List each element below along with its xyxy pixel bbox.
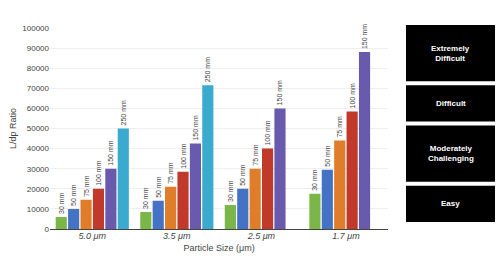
svg-text:75 mm: 75 mm — [252, 144, 259, 166]
svg-text:2.5 μm: 2.5 μm — [247, 231, 276, 241]
svg-text:30 mm: 30 mm — [311, 169, 318, 191]
svg-text:40000: 40000 — [27, 144, 50, 153]
svg-text:20000: 20000 — [27, 185, 50, 194]
svg-text:1.7 μm: 1.7 μm — [332, 231, 360, 241]
svg-text:50 mm: 50 mm — [324, 145, 331, 167]
svg-text:150 mm: 150 mm — [107, 140, 114, 165]
svg-text:75 mm: 75 mm — [167, 162, 174, 184]
svg-text:50000: 50000 — [27, 124, 50, 133]
svg-text:50 mm: 50 mm — [155, 176, 162, 198]
svg-text:L/dp Ratio: L/dp Ratio — [8, 108, 18, 149]
svg-text:30 mm: 30 mm — [142, 187, 149, 209]
svg-text:30 mm: 30 mm — [227, 180, 234, 202]
svg-text:100 mm: 100 mm — [264, 120, 271, 145]
svg-text:100 mm: 100 mm — [349, 83, 356, 108]
svg-text:Particle Size (μm): Particle Size (μm) — [183, 243, 254, 253]
svg-text:90000: 90000 — [27, 44, 50, 53]
svg-text:150 mm: 150 mm — [361, 24, 368, 49]
svg-text:250 mm: 250 mm — [120, 100, 127, 125]
svg-text:60000: 60000 — [27, 104, 50, 113]
svg-text:50 mm: 50 mm — [70, 184, 77, 206]
svg-text:30 mm: 30 mm — [58, 192, 65, 214]
svg-text:Difficult: Difficult — [436, 99, 466, 108]
svg-text:100 mm: 100 mm — [95, 160, 102, 185]
svg-text:150 mm: 150 mm — [276, 80, 283, 105]
svg-text:150 mm: 150 mm — [192, 115, 199, 140]
svg-text:10000: 10000 — [27, 205, 50, 214]
svg-text:ModeratelyChallenging: ModeratelyChallenging — [428, 144, 474, 163]
svg-text:50 mm: 50 mm — [239, 164, 246, 186]
svg-text:Easy: Easy — [441, 199, 460, 208]
svg-text:80000: 80000 — [27, 64, 50, 73]
svg-text:30000: 30000 — [27, 165, 50, 174]
svg-text:3.5 μm: 3.5 μm — [163, 231, 191, 241]
svg-text:250 mm: 250 mm — [204, 57, 211, 82]
svg-text:5.0 μm: 5.0 μm — [79, 231, 107, 241]
svg-text:70000: 70000 — [27, 84, 50, 93]
svg-text:75 mm: 75 mm — [83, 175, 90, 197]
svg-text:75 mm: 75 mm — [336, 116, 343, 138]
svg-text:100000: 100000 — [22, 24, 49, 33]
svg-text:ExtremelyDifficult: ExtremelyDifficult — [431, 44, 470, 63]
svg-text:0: 0 — [45, 225, 50, 234]
svg-text:100 mm: 100 mm — [180, 143, 187, 168]
